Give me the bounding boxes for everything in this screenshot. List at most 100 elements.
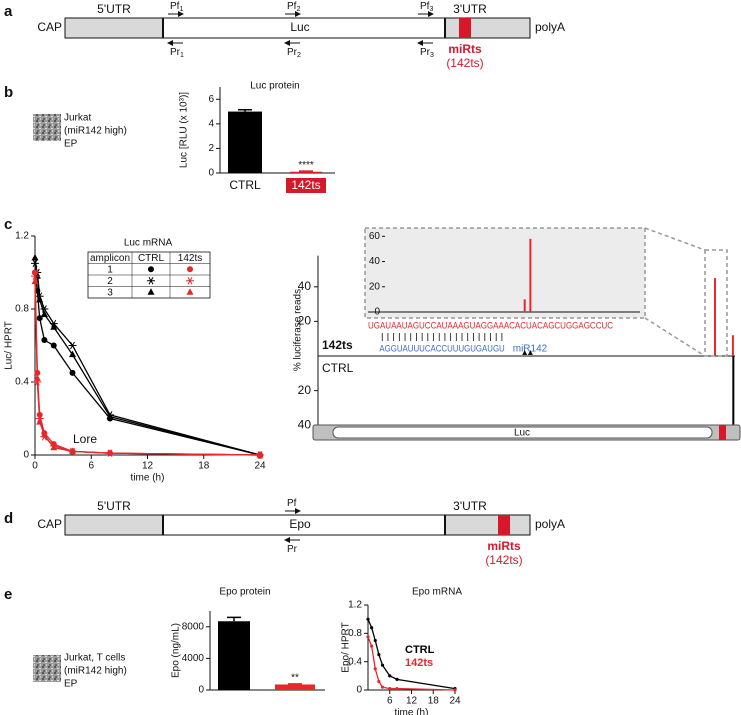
mirts-name: (142ts): [485, 553, 522, 567]
cell-image: [33, 655, 61, 682]
y-tick-label: 0: [208, 168, 214, 179]
marker: [388, 686, 392, 691]
marker: [40, 310, 48, 317]
transcript-mirts: [719, 425, 726, 440]
y-tick-label: 1.2: [348, 600, 362, 611]
x-tick-label: 18: [428, 696, 440, 707]
marker: [33, 374, 41, 381]
y-tick-label: 0: [23, 450, 29, 461]
utr3-box: [444, 17, 531, 39]
marker: [36, 295, 44, 303]
series-line: [34, 257, 261, 456]
error-bar: [288, 683, 302, 685]
table-header: CTRL: [138, 253, 165, 264]
series-line: [34, 281, 261, 456]
mirna-sequence: AGGUAUUUCACCUUUGUGAUGU: [379, 343, 504, 353]
primer-label: Pf3: [420, 1, 433, 13]
marker: [106, 449, 114, 456]
cell-label: Jurkat: [64, 113, 91, 124]
cleavage-mark: [527, 350, 533, 355]
polya-label: polyA: [535, 517, 565, 531]
chart-title: Epo mRNA: [412, 587, 462, 598]
cell-label: (miR142 high): [64, 666, 127, 677]
y-tick-label: 20: [298, 314, 312, 328]
panel-letter: e: [4, 586, 12, 603]
table-header: amplicon: [90, 253, 130, 264]
marker: [50, 443, 58, 451]
gene-label: Epo: [289, 517, 311, 531]
marker: [69, 447, 76, 454]
marker: [41, 337, 48, 344]
legend-symbol: [187, 266, 193, 273]
marker-stroke: [32, 259, 38, 268]
marker: [380, 663, 385, 667]
marker: [50, 342, 57, 349]
transcript-cds: [332, 426, 713, 439]
read-bar: [732, 356, 735, 426]
x-tick-label: 12: [406, 696, 418, 707]
primer-name: Pr: [287, 544, 298, 555]
y-tick-label: 0.8: [15, 304, 29, 315]
mirts-label: miRts: [487, 539, 521, 553]
panel-letter: d: [4, 510, 13, 527]
inset-y-tick-label: 0: [374, 307, 380, 318]
marker: [453, 688, 457, 692]
cleavage-mark: [522, 350, 528, 355]
primer-name: Pf: [420, 1, 430, 12]
cell-label: EP: [64, 679, 78, 690]
y-tick-label: 20: [298, 383, 312, 397]
series-label: 142ts: [322, 338, 353, 352]
x-tick-label: 6: [387, 696, 393, 707]
zoom-box: [704, 249, 728, 357]
primer-label: Pf1: [170, 1, 183, 13]
y-axis-label: Epo (ng/mL): [171, 623, 182, 678]
marker: [373, 638, 377, 643]
y-tick-label: 4: [208, 118, 214, 129]
cell-image: [33, 114, 61, 141]
y-tick-label: 2: [208, 143, 214, 154]
primer-index: 1: [180, 52, 184, 59]
marker: [370, 644, 374, 648]
series-line: [34, 272, 261, 456]
y-axis-label: % luciferase reads: [293, 289, 304, 371]
inset-box: [364, 227, 646, 319]
gene-label: Luc: [290, 20, 309, 34]
y-tick-label: 1.2: [15, 231, 29, 242]
annotation: Lore: [73, 432, 97, 446]
marker: [377, 679, 381, 684]
y-tick-label: 0.4: [348, 656, 362, 667]
marker-stroke: [32, 272, 38, 280]
legend-symbol: [148, 266, 154, 273]
primer-label: Pr3: [420, 47, 434, 59]
significance: ****: [298, 160, 314, 171]
legend-symbol: [147, 288, 155, 295]
error-bar: [299, 170, 313, 172]
primer-label: Pr: [287, 544, 298, 555]
bar: [290, 171, 322, 173]
y-tick-label: 0: [198, 685, 204, 696]
cap-label: CAP: [37, 517, 62, 531]
utr5-box: [64, 514, 164, 536]
marker-stroke: [187, 277, 193, 285]
marker: [31, 277, 39, 285]
utr3-label: 3'UTR: [453, 2, 487, 16]
x-tick-label: 0: [32, 461, 38, 472]
primer-index: 3: [430, 52, 434, 59]
y-axis-label: Epo/ HPRT: [341, 622, 352, 672]
primer-name: Pf: [287, 1, 297, 12]
x-tick-label: 142ts: [291, 178, 320, 192]
marker: [50, 323, 58, 330]
inset-y-tick-label: 40: [369, 256, 381, 267]
target-sequence: UGAUAAUAGUCCAUAAAGUAGGAAACACUACAGCUGGAGC…: [368, 320, 613, 330]
y-axis-label: Luc [RLU (x 10³)]: [179, 92, 190, 168]
y-tick-label: 40: [298, 417, 312, 431]
y-tick-label: 8000: [182, 621, 205, 632]
panel-letter: c: [4, 216, 12, 233]
primer-label: Pr2: [287, 47, 301, 59]
y-tick-label: 4000: [182, 653, 205, 664]
x-tick-label: 18: [198, 461, 210, 472]
primer-index: 3: [429, 6, 433, 13]
primer-index: 1: [179, 6, 183, 13]
marker: [380, 685, 385, 689]
